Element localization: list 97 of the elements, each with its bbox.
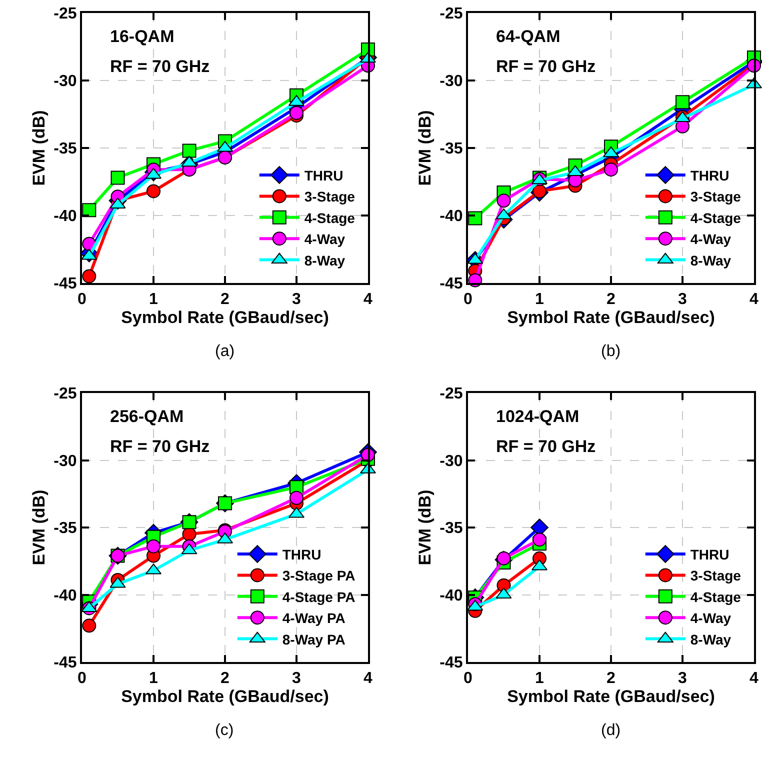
point: [496, 551, 511, 566]
legend-label: 4-Way: [690, 231, 732, 248]
x-axis-title: Symbol Rate (GBaud/sec): [507, 308, 715, 328]
x-tick-label: 0: [78, 291, 87, 308]
text: (c): [215, 722, 234, 739]
y-tick-label: -35: [54, 520, 77, 538]
legend-label: 3-Stage PA: [282, 568, 356, 584]
x-axis-title: Symbol Rate (GBaud/sec): [121, 687, 329, 706]
x-tick-label: 3: [678, 670, 688, 688]
x-tick-label: 1: [149, 670, 158, 688]
y-tick-label: -35: [440, 520, 463, 538]
x-tick-label: 1: [149, 291, 158, 308]
text: (b): [601, 343, 621, 360]
legend-label: 8-Way: [690, 252, 732, 268]
point: [604, 162, 618, 177]
point: [676, 95, 690, 110]
y-tick-label: -35: [440, 140, 463, 158]
y-tick-label: -30: [54, 73, 77, 90]
x-tick-label: 1: [535, 291, 544, 308]
x-tick-label: 0: [464, 670, 473, 688]
point: [82, 203, 96, 218]
point: [532, 184, 546, 198]
legend-label: 3-Stage: [690, 568, 742, 584]
x-axis-title: Symbol Rate (GBaud/sec): [507, 687, 715, 706]
x-tick-label: 1: [535, 670, 544, 688]
y-tick-label: -25: [440, 6, 463, 23]
point: [290, 106, 304, 120]
y-tick-label: -25: [54, 6, 77, 23]
y-tick-label: -40: [440, 208, 463, 226]
legend-label: 4-Stage: [690, 588, 742, 605]
legend-label: 4-Way: [304, 231, 346, 248]
x-tick-label: 2: [220, 291, 230, 308]
text: RF = 70 GHz: [496, 57, 596, 76]
point: [82, 618, 96, 633]
point: [146, 539, 160, 554]
legend-label: 8-Way: [304, 252, 346, 268]
y-axis-title: EVM (dB): [30, 490, 49, 566]
legend-label: THRU: [690, 546, 730, 562]
y-tick-label: -30: [440, 73, 463, 90]
text: RF = 70 GHz: [496, 437, 596, 456]
text: RF = 70 GHz: [110, 57, 210, 76]
point: [468, 211, 482, 226]
x-tick-label: 4: [750, 291, 759, 308]
y-tick-label: -45: [54, 276, 77, 293]
point: [532, 532, 546, 547]
legend-label: 4-Stage: [690, 210, 742, 226]
x-tick-label: 4: [364, 291, 373, 308]
legend-label: THRU: [690, 167, 730, 184]
text: 16-QAM: [110, 27, 174, 46]
legend-label: THRU: [304, 167, 344, 184]
legend-label: 4-Way: [690, 610, 732, 626]
x-tick-label: 3: [292, 670, 302, 688]
legend-label: 8-Way: [690, 631, 732, 648]
point: [110, 170, 125, 185]
y-axis-title: EVM (dB): [416, 490, 435, 566]
y-tick-label: -25: [440, 386, 463, 403]
x-tick-label: 2: [606, 291, 616, 308]
point: [182, 144, 196, 158]
x-tick-label: 3: [678, 291, 688, 308]
text: 64-QAM: [496, 27, 560, 46]
legend-label: 3-Stage: [690, 188, 742, 205]
y-tick-label: -40: [54, 208, 77, 226]
y-tick-label: -45: [440, 276, 463, 293]
point: [496, 194, 511, 208]
legend-label: 8-Way PA: [282, 631, 346, 648]
text: (a): [215, 343, 235, 360]
legend-label: 3-Stage: [304, 188, 356, 205]
y-tick-label: -40: [54, 587, 77, 604]
point: [290, 490, 304, 505]
point: [146, 184, 160, 198]
x-tick-label: 3: [292, 291, 302, 308]
legend-label: THRU: [282, 546, 322, 562]
text: (d): [601, 722, 621, 739]
x-tick-label: 4: [364, 670, 373, 688]
y-tick-label: -30: [440, 452, 463, 470]
x-tick-label: 4: [750, 670, 759, 688]
y-tick-label: -35: [54, 140, 77, 158]
legend-label: 4-Stage: [304, 210, 356, 226]
x-tick-label: 0: [464, 291, 473, 308]
text: 256-QAM: [110, 407, 184, 426]
y-axis-title: EVM (dB): [416, 110, 435, 186]
point: [82, 269, 96, 284]
y-tick-label: -30: [54, 452, 77, 470]
y-tick-label: -45: [54, 654, 77, 672]
x-axis-title: Symbol Rate (GBaud/sec): [121, 308, 329, 328]
text: RF = 70 GHz: [110, 437, 210, 456]
point: [182, 515, 196, 530]
y-tick-label: -25: [54, 386, 77, 403]
x-tick-label: 2: [606, 670, 616, 688]
legend-label: 4-Way PA: [282, 610, 346, 626]
x-tick-label: 0: [78, 670, 87, 688]
y-tick-label: -45: [440, 654, 463, 672]
y-axis-title: EVM (dB): [30, 110, 49, 186]
legend-label: 4-Stage PA: [282, 588, 356, 605]
text: 1024-QAM: [496, 407, 580, 426]
y-tick-label: -40: [440, 587, 463, 604]
x-tick-label: 2: [220, 670, 230, 688]
